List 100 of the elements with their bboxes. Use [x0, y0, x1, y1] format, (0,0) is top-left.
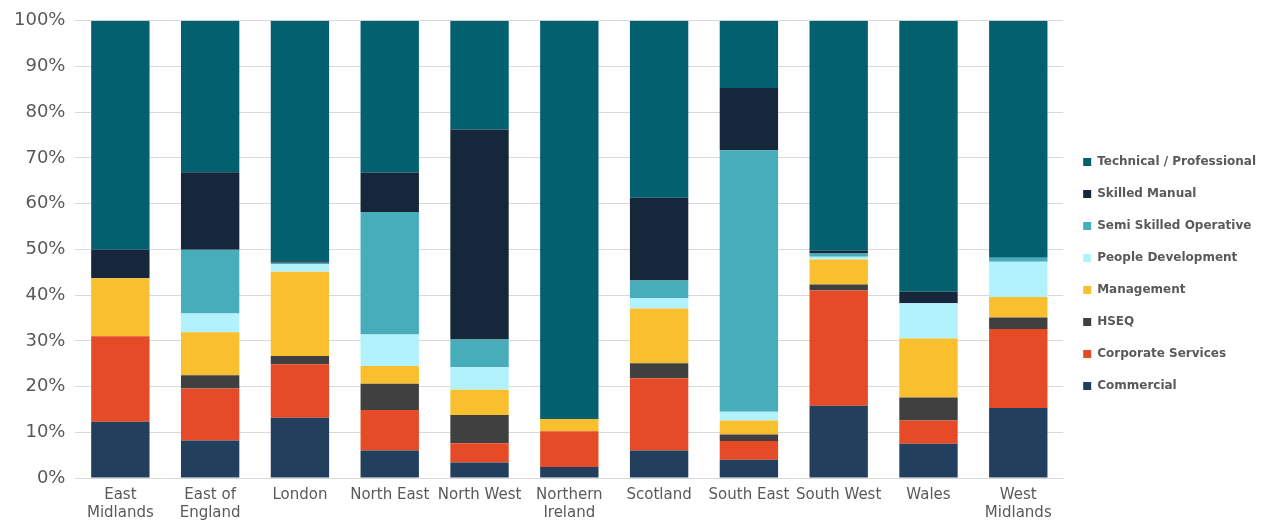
bar [629, 308, 689, 364]
bar [719, 88, 779, 151]
legend-label: Commercial [1097, 378, 1177, 393]
bar [540, 20, 599, 420]
bar [989, 408, 1048, 478]
legend-label: HSEQ [1097, 314, 1135, 329]
x-tick-label: North West [437, 484, 522, 503]
y-tick-label: 20% [25, 374, 66, 396]
x-tick-label: Wales [906, 484, 951, 503]
y-tick-label: 60% [25, 191, 66, 213]
bar [899, 291, 958, 304]
bar [719, 459, 779, 478]
bar [989, 296, 1048, 318]
bar [719, 434, 779, 441]
bar [450, 443, 509, 463]
bar [629, 280, 689, 299]
y-tick-label: 80% [25, 99, 66, 121]
bar [450, 414, 509, 444]
bar [809, 284, 868, 291]
bar [450, 339, 509, 368]
bar [270, 417, 330, 478]
x-tick-label: West Midlands [984, 484, 1052, 521]
bar [899, 420, 958, 444]
bar [270, 264, 330, 272]
x-tick-label: North East [350, 484, 430, 503]
bar [91, 249, 150, 279]
bar [540, 467, 599, 478]
bar [629, 378, 689, 451]
bar [809, 405, 868, 478]
bar [719, 20, 779, 89]
bar [270, 364, 330, 418]
bar [360, 20, 419, 173]
bar [180, 249, 240, 314]
bar [180, 375, 240, 389]
bar [270, 355, 330, 365]
bar [629, 363, 689, 379]
y-tick-label: 70% [25, 145, 66, 167]
bar [360, 172, 419, 212]
bar [180, 313, 240, 333]
bar [360, 450, 419, 478]
x-tick-label: East of England [179, 484, 241, 521]
bar [180, 172, 240, 250]
bar [91, 336, 150, 422]
bar [629, 298, 689, 309]
bar [809, 20, 868, 251]
bar [989, 317, 1048, 329]
bar [629, 450, 689, 478]
y-tick-label: 0% [36, 465, 66, 487]
bar [360, 334, 419, 366]
bar [360, 409, 419, 451]
legend-label: Management [1097, 282, 1186, 297]
x-tick-label: London [272, 484, 328, 503]
y-tick-label: 50% [25, 237, 66, 259]
bar [719, 440, 779, 460]
x-tick-label: East Midlands [86, 484, 154, 521]
bar [360, 365, 419, 384]
bar [450, 462, 509, 478]
bar [629, 20, 689, 198]
bar [540, 419, 599, 432]
bar [719, 411, 779, 421]
bar [180, 388, 240, 441]
bar [180, 440, 240, 478]
x-tick-label: South East [708, 484, 790, 503]
bar [180, 332, 240, 376]
bar [719, 420, 779, 435]
bar [989, 261, 1048, 297]
bar [91, 20, 150, 250]
y-tick-label: 30% [25, 328, 66, 350]
bar [91, 421, 150, 478]
bar [360, 211, 419, 335]
bar [450, 129, 509, 340]
bar [91, 278, 150, 337]
bar [899, 443, 958, 478]
legend-label: People Development [1097, 250, 1238, 265]
bar [360, 383, 419, 410]
legend-label: Skilled Manual [1097, 186, 1197, 201]
bar [809, 290, 868, 406]
x-tick-label: South West [796, 484, 882, 503]
bar [899, 338, 958, 398]
legend-label: Corporate Services [1097, 346, 1227, 361]
bar [540, 431, 599, 468]
bar [899, 397, 958, 421]
bar [450, 367, 509, 390]
legend-label: Semi Skilled Operative [1097, 218, 1252, 233]
bar [450, 20, 509, 130]
bar [719, 150, 779, 412]
y-tick-label: 10% [25, 419, 66, 441]
bar [899, 303, 958, 339]
legend-label: Technical / Professional [1097, 154, 1257, 169]
bar [989, 328, 1048, 409]
bar [629, 197, 689, 281]
bar [450, 389, 509, 415]
y-tick-label: 40% [25, 282, 66, 304]
bar [809, 259, 868, 285]
bar [270, 20, 330, 262]
x-tick-label: Northern Ireland [536, 484, 603, 521]
x-tick-label: Scotland [626, 484, 692, 503]
bar [270, 271, 330, 356]
y-tick-label: 90% [25, 54, 66, 76]
y-tick-label: 100% [13, 8, 66, 30]
